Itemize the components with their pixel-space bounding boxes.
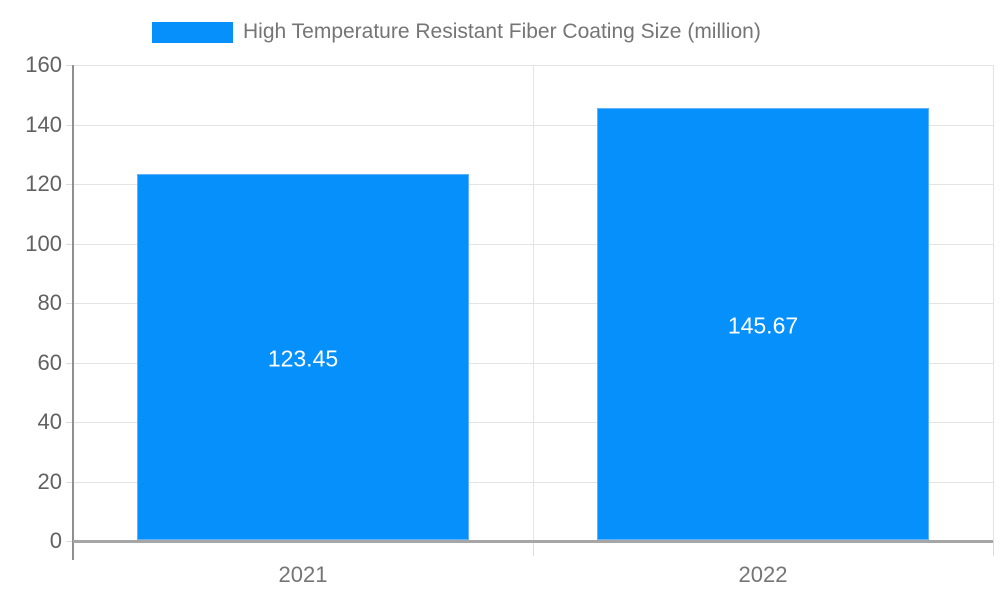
y-tick-label: 100 <box>25 231 62 256</box>
y-axis-tick <box>66 541 73 542</box>
y-axis-tick <box>66 482 73 483</box>
x-axis-line <box>73 540 993 543</box>
x-tick-label: 2021 <box>278 562 328 587</box>
bar-2021[interactable]: 123.45 <box>137 174 469 540</box>
x-axis-tick <box>533 541 534 556</box>
y-tick-label: 0 <box>49 528 62 553</box>
y-axis-tick <box>66 125 73 126</box>
bar-value-label: 123.45 <box>267 345 339 371</box>
y-axis-tick <box>66 65 73 66</box>
x-tick-label: 2022 <box>738 562 788 587</box>
bar-2022[interactable]: 145.67 <box>597 108 929 540</box>
v-gridline <box>533 65 534 541</box>
legend-swatch <box>152 21 233 43</box>
legend[interactable]: High Temperature Resistant Fiber Coating… <box>152 18 761 46</box>
y-axis-tick <box>66 244 73 245</box>
y-axis-tick <box>66 422 73 423</box>
y-tick-label: 60 <box>37 350 62 375</box>
v-gridline <box>993 65 994 541</box>
y-axis-tick <box>66 303 73 304</box>
y-axis-line <box>72 65 74 560</box>
y-tick-label: 120 <box>25 171 62 196</box>
legend-label: High Temperature Resistant Fiber Coating… <box>243 20 761 43</box>
y-tick-label: 20 <box>37 469 62 494</box>
bar-value-label: 145.67 <box>727 312 799 338</box>
x-axis-tick <box>993 541 994 556</box>
y-axis-tick <box>66 363 73 364</box>
y-tick-label: 80 <box>37 290 62 315</box>
y-axis-tick <box>66 184 73 185</box>
y-tick-label: 140 <box>25 112 62 137</box>
y-tick-label: 40 <box>37 409 62 434</box>
y-tick-label: 160 <box>25 52 62 77</box>
